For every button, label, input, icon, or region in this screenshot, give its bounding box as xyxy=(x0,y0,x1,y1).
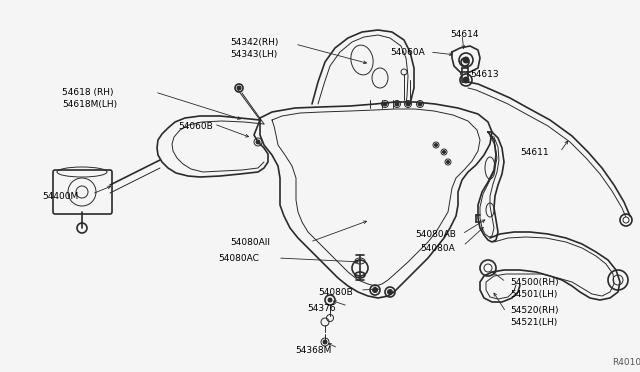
Text: 54080B: 54080B xyxy=(318,288,353,297)
Text: 54501(LH): 54501(LH) xyxy=(510,290,557,299)
Text: 54368M: 54368M xyxy=(295,346,332,355)
Text: 54060B: 54060B xyxy=(178,122,212,131)
Circle shape xyxy=(395,102,399,106)
Text: 54520(RH): 54520(RH) xyxy=(510,306,559,315)
Text: 54060A: 54060A xyxy=(390,48,425,57)
Text: 54343(LH): 54343(LH) xyxy=(230,50,277,59)
Circle shape xyxy=(442,151,445,154)
Circle shape xyxy=(323,340,327,344)
Circle shape xyxy=(463,77,469,83)
Text: 54080A: 54080A xyxy=(420,244,455,253)
Text: R4010032: R4010032 xyxy=(612,358,640,367)
Text: 54618 (RH): 54618 (RH) xyxy=(62,88,113,97)
Circle shape xyxy=(383,102,387,106)
Text: 54521(LH): 54521(LH) xyxy=(510,318,557,327)
Circle shape xyxy=(418,102,422,106)
Circle shape xyxy=(328,298,332,302)
Text: 54080AB: 54080AB xyxy=(415,230,456,239)
Text: 54500(RH): 54500(RH) xyxy=(510,278,559,287)
Text: 54611: 54611 xyxy=(520,148,548,157)
Circle shape xyxy=(237,86,241,90)
Circle shape xyxy=(623,217,629,223)
Text: 54613: 54613 xyxy=(470,70,499,79)
Circle shape xyxy=(256,140,260,144)
Circle shape xyxy=(435,144,438,147)
Text: 54342(RH): 54342(RH) xyxy=(230,38,278,47)
Text: 54400M: 54400M xyxy=(42,192,78,201)
Circle shape xyxy=(387,289,392,295)
Text: 54618M(LH): 54618M(LH) xyxy=(62,100,117,109)
Circle shape xyxy=(372,288,378,292)
Circle shape xyxy=(447,160,449,164)
Text: 54080AII: 54080AII xyxy=(230,238,270,247)
Text: 54376: 54376 xyxy=(307,304,335,313)
Circle shape xyxy=(463,57,469,63)
Text: 54614: 54614 xyxy=(450,30,479,39)
Text: 54080AC: 54080AC xyxy=(218,254,259,263)
Circle shape xyxy=(406,102,410,106)
